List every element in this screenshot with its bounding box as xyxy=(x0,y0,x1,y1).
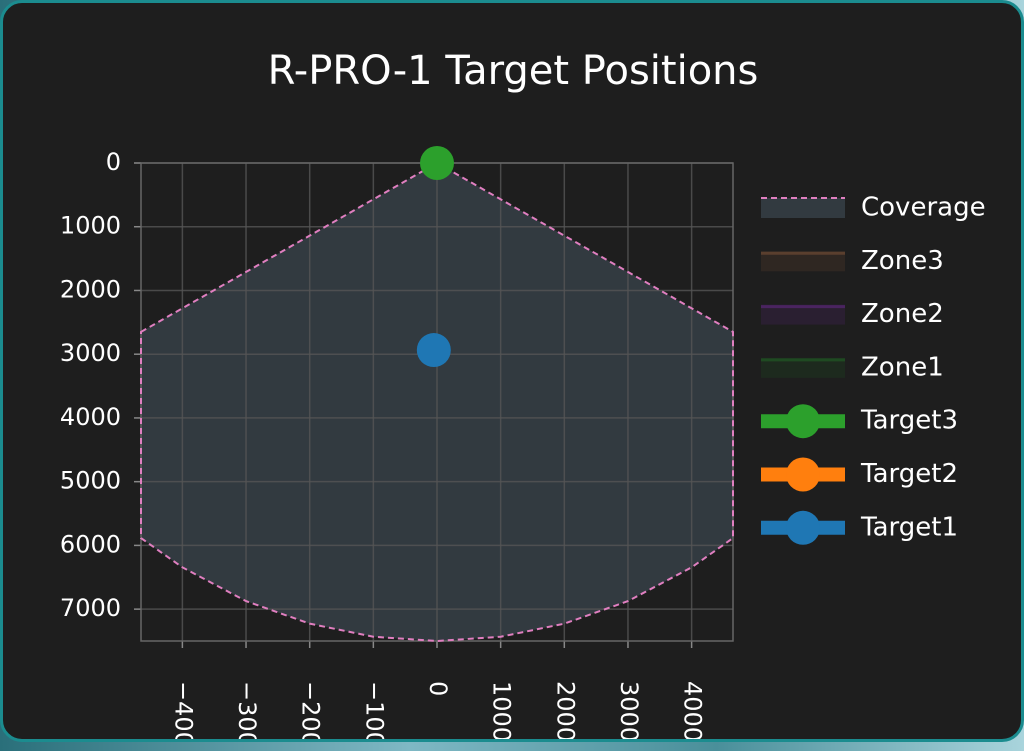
x-tick-label: −4000 xyxy=(169,681,197,739)
legend-label: Target2 xyxy=(860,459,958,489)
y-tick-label: 2000 xyxy=(60,275,121,303)
x-tick-label: −2000 xyxy=(297,681,325,739)
x-tick-label: −1000 xyxy=(360,681,388,739)
legend-label: Zone2 xyxy=(861,299,944,329)
target-point xyxy=(416,333,451,368)
legend-marker xyxy=(786,457,820,492)
x-tick-label: 0 xyxy=(424,681,452,696)
legend-label: Zone3 xyxy=(861,246,944,276)
chart: R-PRO-1 Target Positions 0 1000 2000 3000 40… xyxy=(60,48,986,739)
legend-label: Zone1 xyxy=(861,352,944,382)
x-tick-label: 3000 xyxy=(615,681,643,739)
y-tick-label: 4000 xyxy=(60,403,121,431)
legend-label: Target3 xyxy=(860,406,958,436)
y-tick-label: 5000 xyxy=(60,467,121,495)
x-tick-label: 4000 xyxy=(679,681,707,739)
y-tick-label: 7000 xyxy=(60,594,121,622)
chart-title: R-PRO-1 Target Positions xyxy=(268,48,759,94)
target-point xyxy=(420,146,454,180)
legend-swatch xyxy=(761,304,845,325)
legend-swatch xyxy=(761,251,845,272)
coverage-line xyxy=(140,161,734,643)
legend-label: Target1 xyxy=(860,512,958,542)
legend-swatch xyxy=(761,198,845,218)
legend-marker xyxy=(786,404,820,439)
y-tick-label: 1000 xyxy=(60,212,121,240)
y-tick-label: 0 xyxy=(106,148,121,176)
legend-label: Coverage xyxy=(861,193,986,223)
y-tick-label: 3000 xyxy=(60,339,121,367)
legend-swatch xyxy=(761,357,845,378)
x-tick-label: 2000 xyxy=(551,681,579,739)
legend-marker xyxy=(786,510,820,545)
x-tick-label: −3000 xyxy=(233,681,261,739)
x-tick-label: 1000 xyxy=(488,681,516,739)
y-tick-label: 6000 xyxy=(60,530,121,558)
